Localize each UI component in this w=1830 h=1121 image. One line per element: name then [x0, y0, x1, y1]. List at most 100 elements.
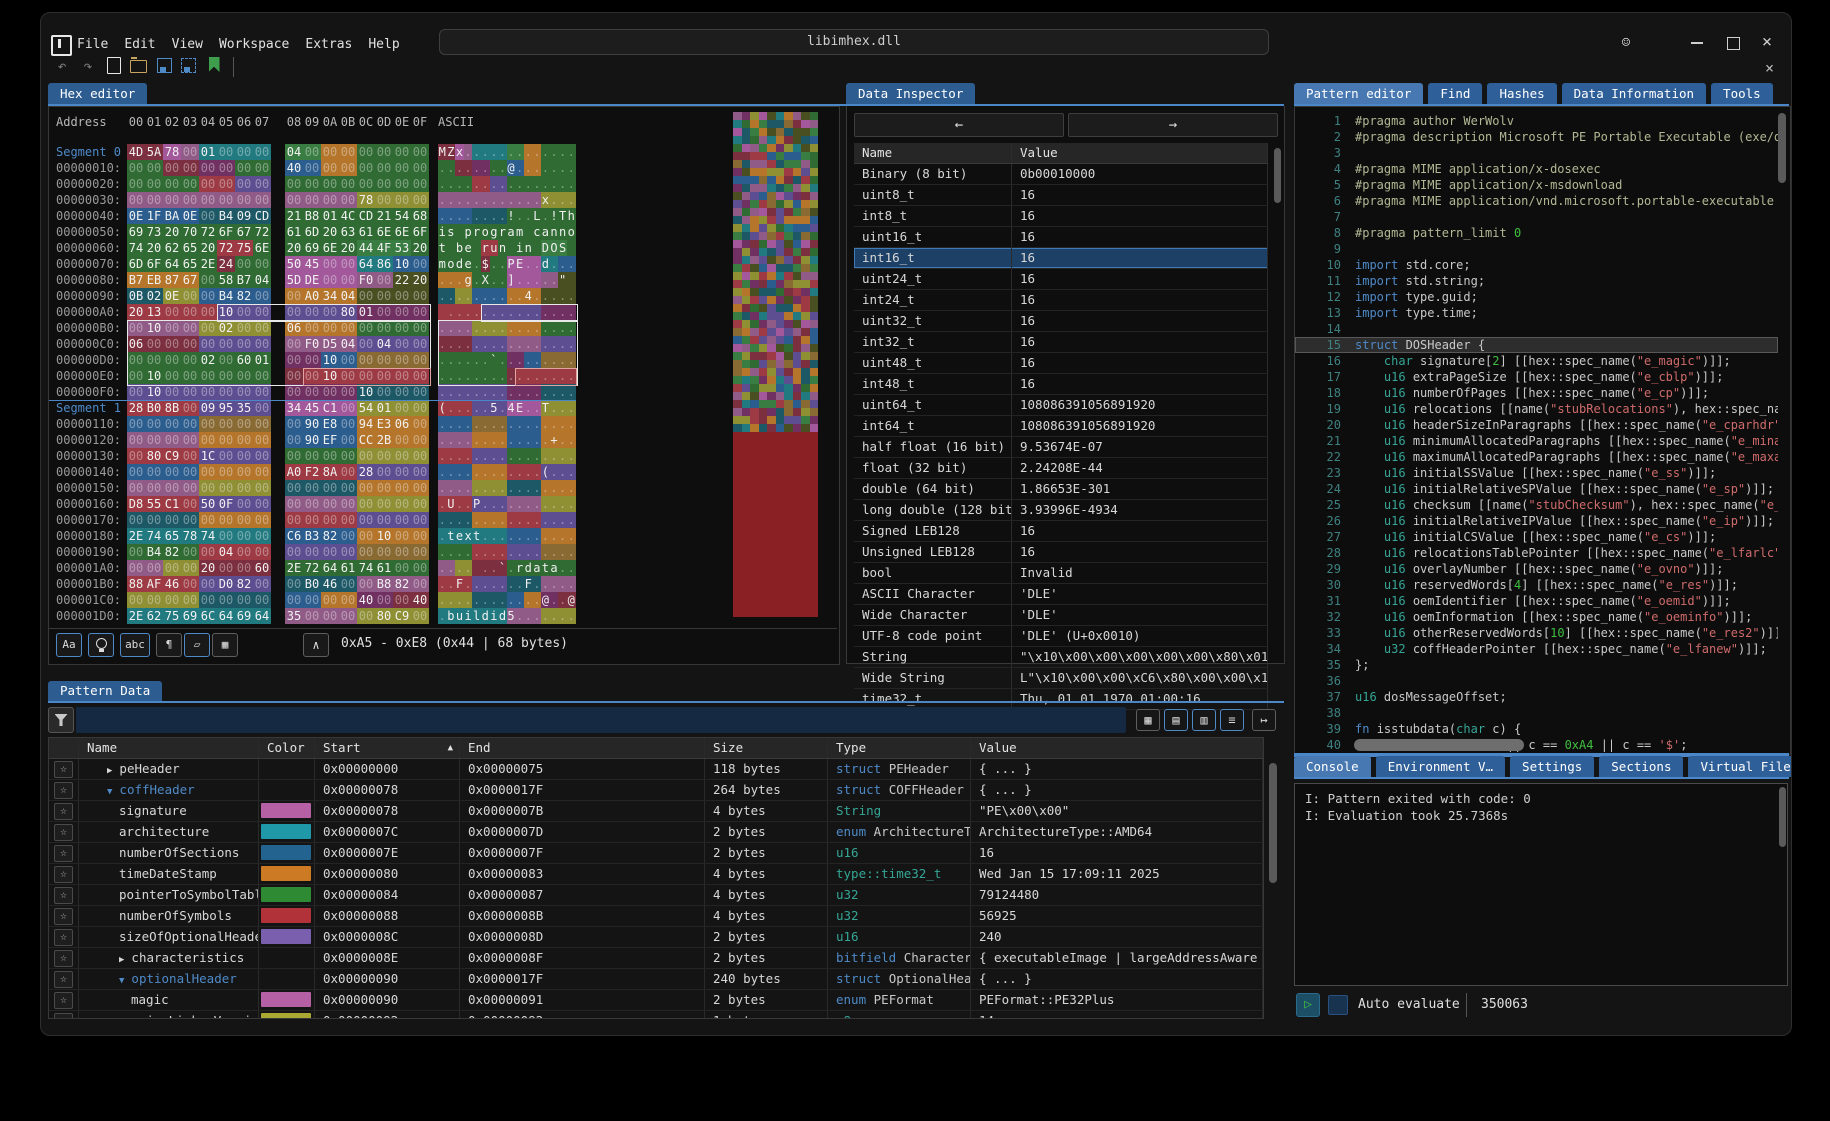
ascii-char[interactable]: .: [498, 448, 507, 464]
hex-byte[interactable]: 88: [127, 576, 145, 592]
ascii-char[interactable]: b: [446, 608, 456, 624]
hex-byte[interactable]: 00: [163, 592, 181, 608]
inspector-row[interactable]: uint24_t 16: [854, 269, 1268, 290]
ascii-char[interactable]: d: [498, 608, 507, 624]
ascii-char[interactable]: [446, 240, 456, 256]
ascii-char[interactable]: .: [480, 464, 490, 480]
hex-byte[interactable]: 00: [411, 432, 429, 448]
ascii-char[interactable]: .: [489, 448, 499, 464]
hex-byte[interactable]: 00: [303, 368, 321, 384]
ascii-char[interactable]: x: [541, 192, 550, 208]
hex-byte[interactable]: 46: [163, 576, 181, 592]
case-toggle-button[interactable]: Aa: [56, 633, 82, 657]
hex-byte[interactable]: 00: [217, 560, 235, 576]
hex-byte[interactable]: 00: [253, 528, 271, 544]
ascii-char[interactable]: .: [489, 176, 499, 192]
code-line[interactable]: 9: [1295, 241, 1778, 257]
auto-evaluate-checkbox[interactable]: [1328, 995, 1348, 1015]
hex-byte[interactable]: 21: [375, 208, 393, 224]
ascii-char[interactable]: .: [506, 560, 516, 576]
hex-byte[interactable]: 65: [163, 528, 181, 544]
ascii-char[interactable]: .: [455, 400, 464, 416]
hex-byte[interactable]: 94: [357, 416, 375, 432]
hex-byte[interactable]: 00: [321, 304, 339, 320]
ascii-char[interactable]: .: [480, 544, 490, 560]
ascii-char[interactable]: b: [455, 240, 464, 256]
ascii-char[interactable]: .: [558, 544, 567, 560]
ascii-char[interactable]: .: [558, 528, 567, 544]
ascii-char[interactable]: .: [541, 144, 550, 160]
ascii-char[interactable]: .: [566, 528, 576, 544]
ascii-char[interactable]: .: [566, 368, 576, 384]
ascii-char[interactable]: .: [549, 384, 559, 400]
hex-byte[interactable]: 00: [181, 544, 199, 560]
ascii-char[interactable]: .: [438, 464, 447, 480]
console-output[interactable]: I: Pattern exited with code: 0 I: Evaluat…: [1294, 783, 1788, 986]
hex-byte[interactable]: 00: [357, 368, 375, 384]
ascii-char[interactable]: [438, 304, 447, 320]
hex-byte[interactable]: 21: [285, 208, 303, 224]
hex-byte[interactable]: 00: [253, 384, 271, 400]
open-file-icon[interactable]: [127, 55, 149, 77]
ascii-char[interactable]: 5: [489, 400, 499, 416]
ascii-char[interactable]: .: [523, 512, 533, 528]
hex-byte[interactable]: 00: [199, 464, 217, 480]
hex-byte[interactable]: 00: [321, 592, 339, 608]
ascii-char[interactable]: .: [498, 432, 507, 448]
ascii-char[interactable]: .: [446, 288, 456, 304]
ascii-char[interactable]: .: [463, 400, 473, 416]
hex-byte[interactable]: 00: [235, 192, 253, 208]
hex-byte[interactable]: 00: [375, 144, 393, 160]
ascii-char[interactable]: .: [566, 400, 576, 416]
hex-byte[interactable]: 00: [303, 304, 321, 320]
hex-byte[interactable]: 00: [339, 528, 357, 544]
ascii-char[interactable]: .: [523, 160, 533, 176]
hex-byte[interactable]: 00: [163, 432, 181, 448]
hex-byte[interactable]: 00: [411, 384, 429, 400]
hex-byte[interactable]: 00: [411, 192, 429, 208]
ascii-char[interactable]: .: [463, 352, 473, 368]
hex-byte[interactable]: 00: [303, 512, 321, 528]
ascii-char[interactable]: .: [455, 416, 464, 432]
ascii-char[interactable]: e: [463, 240, 473, 256]
ascii-char[interactable]: .: [532, 272, 542, 288]
expand-icon[interactable]: ▶: [119, 955, 125, 965]
code-line[interactable]: 19 u16 relocations [[name("stubRelocatio…: [1295, 401, 1778, 417]
inspector-row[interactable]: long double (128 bit) 3.93996E-4934: [854, 500, 1268, 521]
hex-byte[interactable]: 00: [411, 176, 429, 192]
hex-byte[interactable]: 8A: [321, 464, 339, 480]
ascii-char[interactable]: .: [532, 416, 542, 432]
ascii-char[interactable]: .: [480, 304, 490, 320]
hex-byte[interactable]: 09: [199, 400, 217, 416]
ascii-char[interactable]: .: [438, 288, 447, 304]
redo-icon[interactable]: ↷: [83, 57, 93, 75]
ascii-char[interactable]: .: [506, 192, 516, 208]
hex-byte[interactable]: 00: [253, 496, 271, 512]
ascii-char[interactable]: .: [455, 160, 464, 176]
hex-byte[interactable]: 00: [199, 208, 217, 224]
hex-byte[interactable]: 69: [235, 608, 253, 624]
hex-byte[interactable]: 00: [181, 592, 199, 608]
ascii-char[interactable]: .: [489, 592, 499, 608]
ascii-char[interactable]: .: [489, 432, 499, 448]
minimize-button[interactable]: [1687, 35, 1707, 51]
ascii-char[interactable]: .: [498, 176, 507, 192]
hex-byte[interactable]: 00: [285, 304, 303, 320]
hex-byte[interactable]: 20: [199, 560, 217, 576]
ascii-char[interactable]: .: [558, 400, 567, 416]
hex-byte[interactable]: 00: [339, 496, 357, 512]
ascii-char[interactable]: .: [541, 384, 550, 400]
hex-byte[interactable]: 00: [181, 304, 199, 320]
ascii-char[interactable]: .: [480, 320, 490, 336]
ascii-char[interactable]: r: [498, 224, 507, 240]
ascii-char[interactable]: t: [472, 528, 481, 544]
ascii-char[interactable]: .: [472, 512, 481, 528]
ascii-char[interactable]: .: [558, 592, 567, 608]
hex-byte[interactable]: 00: [285, 592, 303, 608]
hex-byte[interactable]: 00: [303, 320, 321, 336]
hex-byte[interactable]: 00: [253, 320, 271, 336]
hex-byte[interactable]: 00: [145, 480, 163, 496]
ascii-char[interactable]: .: [446, 320, 456, 336]
ascii-char[interactable]: .: [472, 448, 481, 464]
ascii-char[interactable]: .: [438, 416, 447, 432]
